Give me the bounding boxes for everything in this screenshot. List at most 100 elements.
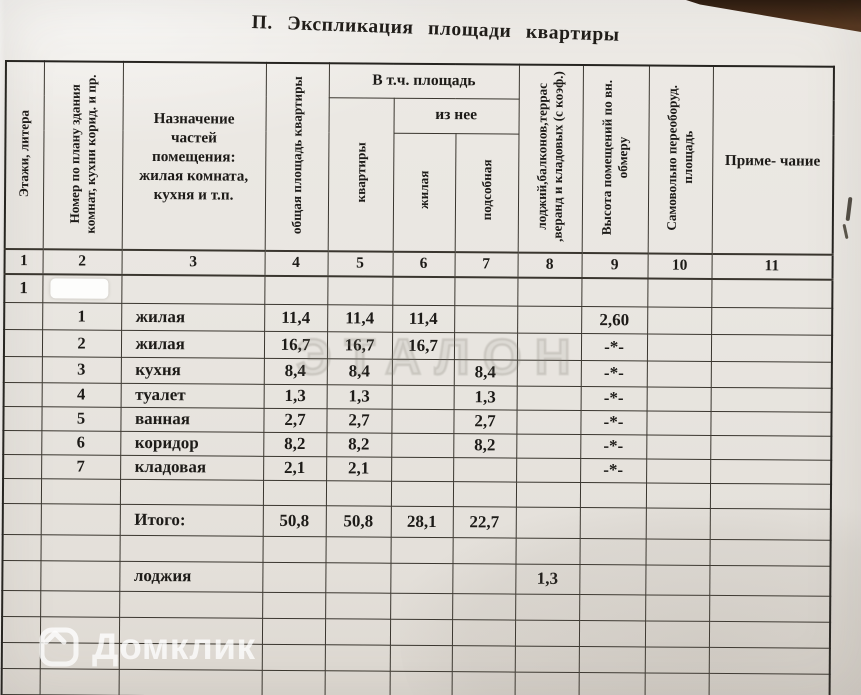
cell-col11 (710, 458, 832, 484)
cell-col5: 11,4 (327, 304, 393, 332)
cell-col9 (578, 646, 645, 673)
cell-col5 (327, 276, 393, 305)
cell-col8: 1,3 (515, 563, 580, 595)
cell-col5 (325, 480, 392, 506)
cell-col5 (325, 536, 391, 563)
cell-col9 (579, 594, 646, 621)
cell-col7 (454, 305, 518, 333)
cell-col2 (39, 668, 119, 695)
cell-col1 (1, 615, 41, 643)
cell-col10 (645, 564, 710, 595)
cell-col8 (514, 671, 579, 695)
cell-col8 (515, 537, 580, 565)
header-note: Приме- чание (711, 65, 835, 255)
cell-col2: 5 (41, 406, 121, 431)
cell-col9 (579, 482, 647, 508)
col-num-10: 10 (647, 253, 712, 279)
cell-col11 (710, 386, 832, 412)
cell-col11 (710, 434, 832, 460)
col-num-1: 1 (4, 249, 43, 275)
cell-col10 (646, 386, 711, 411)
table-row (1, 667, 830, 695)
col-num-4: 4 (264, 250, 328, 277)
cell-col6 (390, 480, 454, 507)
header-loggia-balcony: лоджий,балконов,террас ,веранд и кладовы… (517, 64, 584, 254)
cell-col2 (40, 560, 120, 591)
cell-col3: коридор (120, 430, 264, 456)
header-group-of-it: из нее (393, 97, 519, 134)
cell-col2: 3 (41, 356, 121, 383)
cell-col11 (710, 333, 833, 362)
cell-col6: 28,1 (390, 505, 453, 538)
cell-col1 (2, 589, 41, 617)
cell-col6 (389, 644, 452, 672)
cell-col5: 2,1 (326, 456, 392, 481)
cell-col8 (517, 277, 582, 307)
cell-col8 (516, 359, 581, 387)
col-num-5: 5 (327, 251, 393, 277)
cell-col10 (647, 306, 712, 334)
cell-col1 (2, 477, 42, 504)
header-apartment: квартиры (327, 97, 394, 252)
cell-col11 (710, 360, 832, 388)
cell-col11 (710, 410, 832, 436)
cell-col4 (264, 275, 328, 305)
cell-col8 (515, 506, 580, 539)
col-num-9: 9 (581, 253, 648, 279)
cell-col9: 2,60 (581, 306, 648, 334)
cell-col1 (3, 381, 42, 407)
header-unauthorized: Самовольно переоборуд. площадь (647, 65, 714, 254)
cell-col7 (451, 671, 515, 695)
cell-col5 (325, 592, 391, 619)
cell-col3 (121, 274, 265, 304)
cell-col9: -*- (580, 360, 647, 387)
cell-col9: -*- (580, 434, 647, 459)
page-title: П. Экспликация площади квартиры (251, 12, 621, 46)
cell-col7 (452, 563, 516, 594)
col-num-11: 11 (711, 253, 833, 280)
cell-col8 (516, 332, 582, 361)
cell-col2: 6 (41, 430, 121, 455)
cell-col5 (325, 562, 391, 593)
cell-col4 (262, 561, 326, 593)
header-auxiliary: подсобная (454, 133, 519, 253)
cell-col9: -*- (580, 458, 647, 483)
cell-col2: 7 (41, 454, 121, 479)
header-floors: Этажи, литера (4, 61, 44, 250)
cell-col4: 8,2 (263, 431, 327, 457)
cell-col8 (517, 305, 582, 334)
cell-col11 (709, 594, 831, 622)
table-header: Этажи, литера Номер по плану здания комн… (4, 61, 835, 280)
cell-col1 (4, 302, 43, 330)
cell-col11 (708, 646, 830, 674)
cell-col4: 11,4 (264, 303, 328, 332)
cell-col1 (2, 502, 41, 535)
header-purpose: Назначение частей помещения: жилая комна… (121, 61, 266, 251)
cell-col2 (39, 616, 120, 643)
cell-col10 (646, 434, 711, 459)
cell-col9 (579, 538, 646, 565)
cell-col3 (118, 668, 262, 695)
cell-col2 (42, 274, 122, 303)
cell-col8 (516, 385, 581, 411)
cell-col1 (2, 559, 41, 591)
cell-col3 (119, 534, 263, 562)
cell-col7 (453, 457, 517, 482)
cell-col3: Итого: (119, 503, 263, 536)
cell-col5: 16,7 (326, 331, 393, 359)
cell-col4 (262, 591, 326, 619)
cell-col9: -*- (580, 333, 648, 361)
cell-col8 (514, 645, 579, 673)
cell-col6 (390, 536, 453, 564)
cell-col6: 16,7 (391, 331, 455, 360)
cell-col1 (1, 667, 40, 695)
cell-col2 (40, 478, 121, 504)
cell-col7 (453, 332, 518, 360)
cell-col4: 2,1 (263, 455, 327, 481)
cell-col6 (391, 456, 454, 482)
cell-col11 (711, 306, 833, 335)
cell-col7 (451, 619, 516, 646)
cell-col1: 1 (4, 274, 43, 303)
cell-col7 (454, 277, 518, 306)
cell-col11 (709, 564, 831, 596)
